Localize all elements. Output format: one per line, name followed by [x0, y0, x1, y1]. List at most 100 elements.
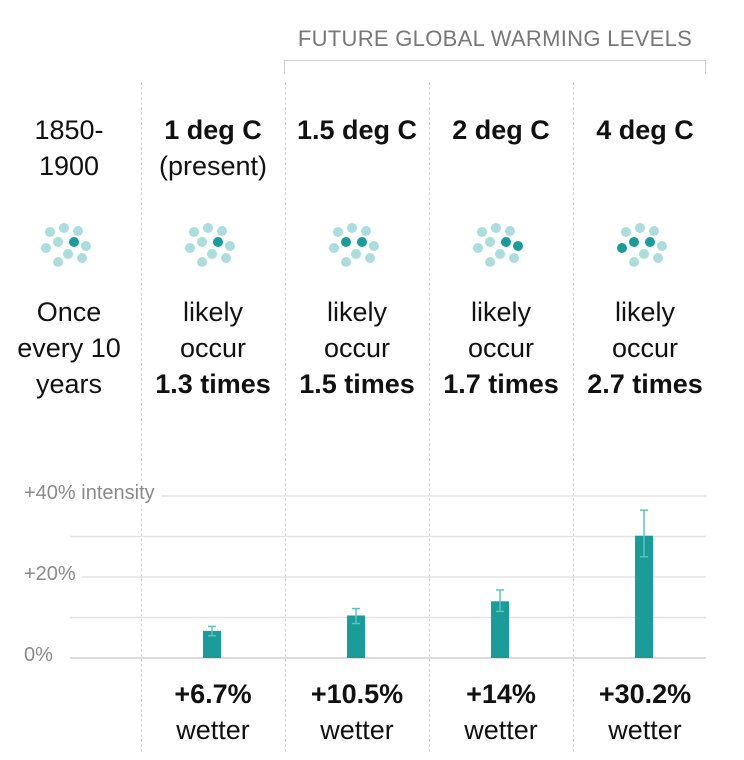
col-4deg-result: +30.2% wetter — [573, 676, 717, 748]
rain-dot-light — [365, 253, 375, 263]
rain-dot-dark — [645, 237, 655, 247]
col-1deg-heading-sub: (present) — [158, 151, 268, 181]
rain-dot-light — [495, 249, 505, 259]
col-baseline-heading: 1850- 1900 — [0, 112, 138, 184]
rain-dot-light — [653, 253, 663, 263]
rain-dot-light — [225, 241, 235, 251]
rain-dot-light — [53, 257, 63, 267]
future-warming-bracket — [284, 60, 706, 74]
rain-dot-light — [207, 249, 217, 259]
col-1-5deg-result: +10.5% wetter — [285, 676, 429, 748]
rain-dot-dark — [617, 243, 627, 253]
rain-dot-light — [77, 253, 87, 263]
column-divider — [285, 82, 286, 752]
rain-dot-light — [473, 243, 483, 253]
y-tick-label: 0% — [24, 644, 59, 667]
col-1deg-heading-title: 1 deg C — [164, 115, 262, 145]
rain-dot-light — [45, 227, 55, 237]
col-2deg-frequency: likely occur 1.7 times — [429, 294, 573, 402]
freq-line: likely — [614, 297, 675, 327]
freq-line: occur — [611, 333, 679, 363]
rain-dot-light — [73, 226, 83, 236]
rain-dot-light — [221, 253, 231, 263]
rain-dot-dark — [213, 237, 223, 247]
rain-dot-light — [639, 249, 649, 259]
rain-dot-light — [81, 241, 91, 251]
rain-dot-light — [189, 227, 199, 237]
column-divider — [573, 82, 574, 752]
col-4deg-heading: 4 deg C — [573, 112, 717, 148]
col-baseline-heading-line1: 1850- — [34, 115, 104, 145]
rain-dot-light — [629, 257, 639, 267]
rain-dot-dark — [341, 237, 351, 247]
bar — [491, 601, 509, 658]
col-baseline-heading-line2: 1900 — [38, 151, 100, 181]
col-1-5deg-heading: 1.5 deg C — [285, 112, 429, 148]
y-tick-label: +20% — [24, 563, 82, 586]
rain-dot-dark — [357, 237, 367, 247]
rain-dot-dark — [501, 237, 511, 247]
rain-dot-light — [333, 227, 343, 237]
col-4deg-frequency: likely occur 2.7 times — [573, 294, 717, 402]
result-word: wetter — [608, 715, 682, 745]
col-2deg-result: +14% wetter — [429, 676, 573, 748]
freq-line: occur — [323, 333, 391, 363]
rain-dot-light — [509, 253, 519, 263]
rain-dot-light — [649, 226, 659, 236]
freq-line: likely — [326, 297, 387, 327]
rain-dot-light — [59, 223, 69, 233]
intensity-bar-chart — [70, 495, 706, 659]
freq-line: Once — [36, 297, 102, 327]
rain-dot-dark — [629, 237, 639, 247]
rain-dot-light — [217, 226, 227, 236]
col-2deg-heading-title: 2 deg C — [452, 115, 550, 145]
rain-dot-light — [477, 227, 487, 237]
rain-dot-light — [197, 237, 207, 247]
rain-dot-dark — [513, 241, 523, 251]
future-warming-levels-label: FUTURE GLOBAL WARMING LEVELS — [297, 26, 693, 51]
result-word: wetter — [464, 715, 538, 745]
rain-dot-light — [53, 237, 63, 247]
result-percent: +6.7% — [174, 679, 252, 709]
rain-dot-light — [341, 257, 351, 267]
freq-line: every 10 — [17, 333, 121, 363]
rain-dot-light — [63, 249, 73, 259]
freq-line: years — [35, 369, 103, 399]
rain-dot-light — [203, 223, 213, 233]
freq-times: 1.7 times — [443, 369, 559, 399]
result-word: wetter — [176, 715, 250, 745]
column-divider — [429, 82, 430, 752]
result-percent: +14% — [466, 679, 536, 709]
rain-dot-light — [369, 241, 379, 251]
rain-dot-light — [657, 241, 667, 251]
rain-dot-icons — [41, 223, 667, 267]
column-divider — [141, 82, 142, 752]
y-tick-label: +40% intensity — [24, 482, 161, 505]
col-1-5deg-heading-title: 1.5 deg C — [296, 115, 418, 145]
col-1deg-heading: 1 deg C (present) — [141, 112, 285, 184]
freq-line: likely — [470, 297, 531, 327]
rain-dot-light — [185, 243, 195, 253]
rain-dot-light — [621, 227, 631, 237]
result-word: wetter — [320, 715, 394, 745]
col-4deg-heading-title: 4 deg C — [596, 115, 694, 145]
col-baseline-frequency: Once every 10 years — [0, 294, 138, 402]
rain-dot-light — [347, 223, 357, 233]
bar — [347, 615, 365, 658]
rain-dot-light — [329, 243, 339, 253]
rain-dot-light — [361, 226, 371, 236]
col-1deg-result: +6.7% wetter — [141, 676, 285, 748]
bar — [635, 535, 653, 658]
freq-times: 1.5 times — [299, 369, 415, 399]
col-2deg-heading: 2 deg C — [429, 112, 573, 148]
freq-times: 1.3 times — [155, 369, 271, 399]
freq-line: occur — [179, 333, 247, 363]
rain-dot-light — [491, 223, 501, 233]
rain-dot-light — [41, 243, 51, 253]
rain-dot-light — [197, 257, 207, 267]
rain-dot-dark — [69, 237, 79, 247]
result-percent: +30.2% — [598, 679, 692, 709]
bar — [203, 630, 221, 658]
col-1-5deg-frequency: likely occur 1.5 times — [285, 294, 429, 402]
result-percent: +10.5% — [310, 679, 404, 709]
